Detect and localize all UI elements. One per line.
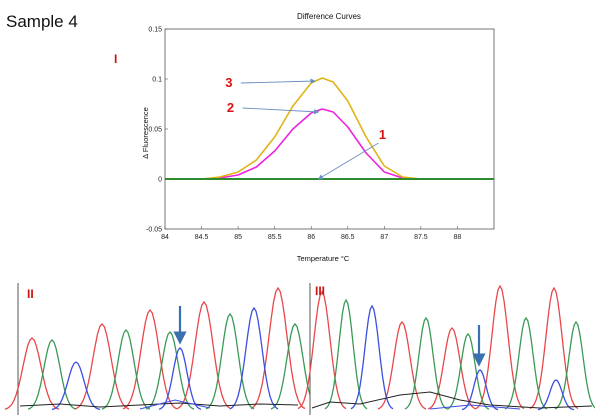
chromatogram-peak [176,300,232,410]
annotations: 1 2 3 [225,75,386,180]
plot-frame [164,28,495,230]
series-line-3 [201,77,440,180]
chromatogram-peak [27,339,77,410]
chromatogram-peak [205,312,255,410]
chromatogram-peak [145,330,195,410]
chromatogram-peak [297,290,347,410]
annotation-arrow [242,107,320,115]
chromatogram-peak [250,286,306,410]
x-tick-label: 84.5 [195,234,209,241]
chromatogram-peak [350,304,394,410]
chromatogram-peak [446,332,490,410]
x-tick-label: 85.5 [268,234,282,241]
y-tick-label: -0.05 [146,227,162,234]
chromatogram-peak [229,306,279,410]
x-tick-label: 84 [161,234,169,241]
y-tick-label: 0.1 [152,77,162,84]
panel-label-i: I [114,52,118,66]
y-tick-label: 0.15 [148,27,162,34]
chromatogram-peak [537,379,575,411]
annotation-label: 3 [225,75,232,90]
x-axis-title: Temperature °C [297,254,350,263]
x-tick-label: 87.5 [414,234,428,241]
panel-label-ii: II [27,287,34,301]
chromatogram-peak [475,284,525,410]
annotation-label: 2 [227,100,234,115]
chromatogram-peak [529,286,579,410]
chromatogram-peak [554,320,595,410]
y-axis-title: Δ Fluorescence [141,107,150,159]
y-tick-label: 0.05 [148,127,162,134]
chromatogram-peak [158,347,202,410]
chromatogram-baseline [429,404,521,410]
annotation-arrow [240,78,316,84]
x-axis-ticks: 84 84.5 85 85.5 86 86.5 87 87.5 88 [161,226,461,241]
chromatogram-peak [324,298,368,410]
chromatogram-ii [4,283,320,415]
x-tick-label: 86.5 [341,234,355,241]
chromatogram-peak [427,326,477,410]
series-lines [165,77,494,180]
sample-title: Sample 4 [6,12,78,31]
y-tick-label: 0 [158,177,162,184]
x-tick-label: 87 [380,234,388,241]
chromatogram-peak [404,316,448,410]
chromatogram-peak [461,369,499,411]
chromatogram-iii [297,283,595,415]
series-line-2 [201,108,440,180]
x-tick-label: 85 [234,234,242,241]
chromatogram-peak [101,328,151,410]
x-tick-label: 88 [454,234,462,241]
x-tick-label: 86 [307,234,315,241]
chromatogram-baseline [139,399,211,410]
chart-title: Difference Curves [297,12,361,21]
melt-chart: Difference Curves 84 84.5 85 85.5 86 86.5 87 87… [141,12,495,263]
annotation-label: 1 [379,127,386,142]
chromatogram-iii-traces [297,284,595,411]
chromatogram-peak [4,337,60,410]
chromatogram-peak [74,323,130,410]
chromatogram-peak [504,316,548,410]
annotation-arrow [317,142,379,180]
chromatogram-baseline [311,391,593,409]
panel-label-iii: III [315,284,326,298]
